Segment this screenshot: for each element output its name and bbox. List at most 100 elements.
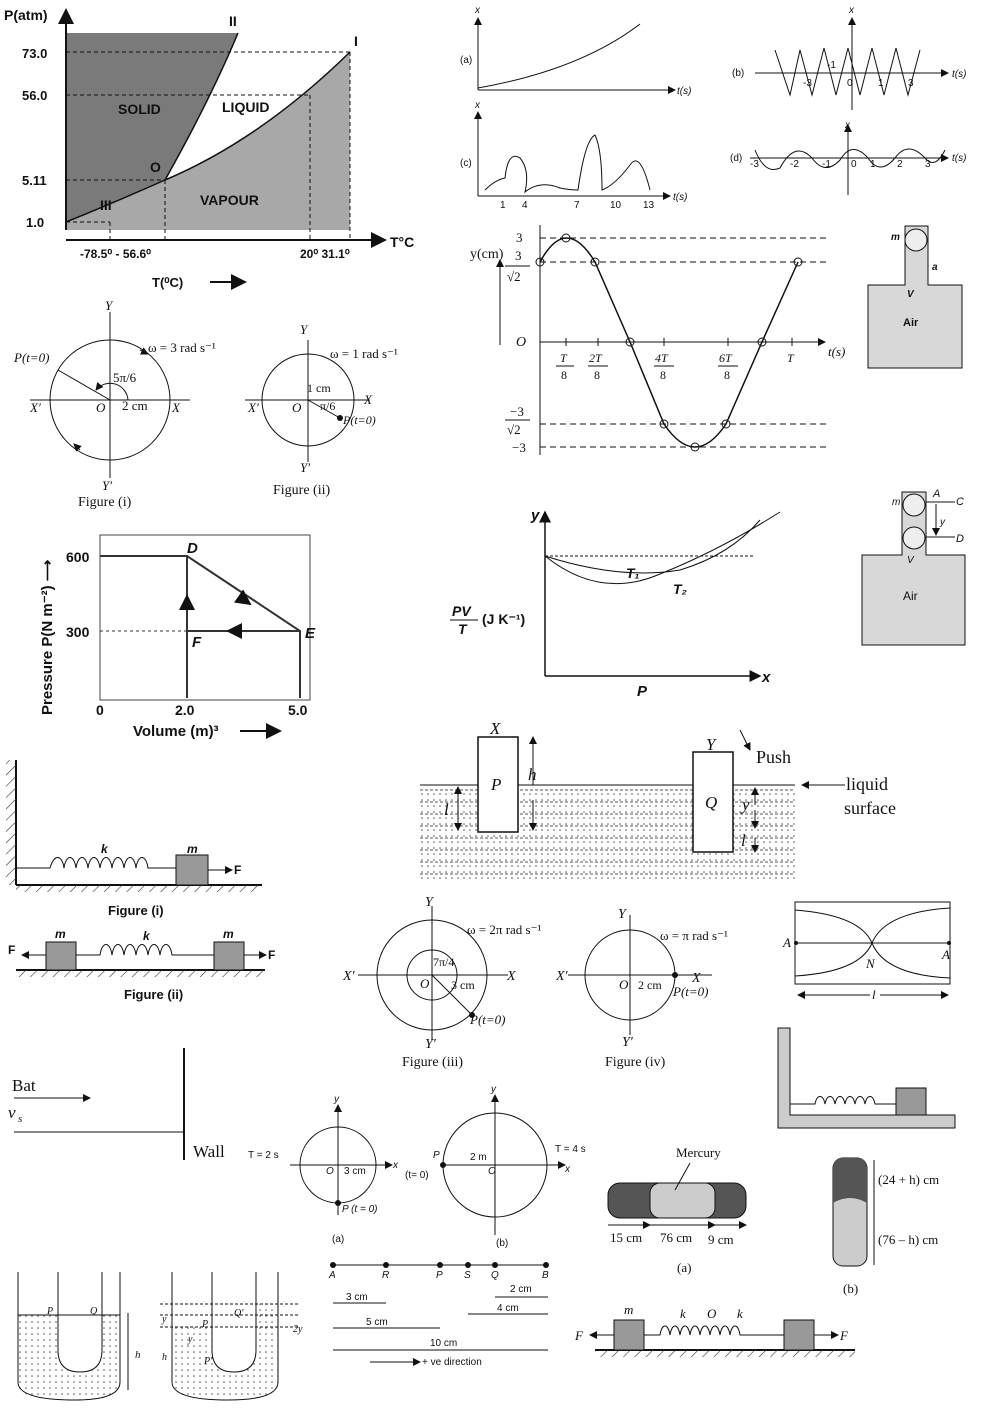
c2-omega: ω = 1 rad s⁻¹	[330, 346, 398, 361]
shm-y-axis: y(cm)	[470, 247, 504, 262]
pv-x-2: 2.0	[175, 702, 195, 718]
shm-tick-T8: T8	[556, 351, 574, 382]
merc-a: (a)	[677, 1260, 691, 1275]
u2-2y: 2y	[293, 1324, 303, 1335]
shm-neg-num: −3	[510, 404, 524, 419]
pvt-label-den: T	[458, 621, 468, 637]
u1-P: P	[46, 1306, 53, 1317]
c3-p: P(t=0)	[469, 1012, 505, 1027]
cb-r: 2 m	[470, 1152, 487, 1163]
c1-y: Y	[105, 298, 114, 313]
c2-o: O	[292, 400, 302, 415]
merc-d3: 9 cm	[708, 1232, 734, 1247]
air-vessel-2: m A C D y V Air	[861, 488, 966, 646]
c4-omega: ω = π rad s⁻¹	[660, 928, 728, 943]
bat-wall: Bat v s Wall	[8, 1048, 225, 1161]
bat-label: Bat	[12, 1076, 36, 1095]
u1-h: h	[135, 1349, 141, 1361]
t-tick-left: -78.5⁰ - 56.6⁰	[80, 247, 151, 261]
region-vapour: VAPOUR	[200, 192, 259, 208]
sp2-F1: F	[8, 943, 15, 957]
t1-air: Air	[903, 317, 919, 329]
c-tick-4: 4	[522, 200, 528, 211]
pv-y-600: 600	[66, 549, 90, 565]
float-push: Push	[756, 747, 791, 767]
d-t: t(s)	[952, 153, 966, 164]
ca-O: O	[326, 1166, 334, 1177]
pt-P: P	[436, 1270, 443, 1281]
t1-a: a	[932, 262, 938, 273]
c3-xp: X′	[342, 969, 356, 984]
t2-A: A	[932, 488, 940, 500]
sp1-m: m	[187, 842, 198, 856]
c-tick-13: 13	[643, 200, 655, 211]
a-x: x	[474, 5, 481, 16]
u-tubes: P Q h P Q′ P′ y y 2y h	[17, 1272, 303, 1401]
svg-text:8: 8	[594, 368, 600, 382]
cb-title: (b)	[496, 1238, 508, 1249]
sp2-F2: F	[268, 948, 275, 962]
shm-tick-6T8: 6T8	[718, 351, 738, 382]
float-l: l	[444, 800, 449, 819]
pt-S: S	[464, 1270, 471, 1281]
c3-angle: 7π/4	[433, 955, 454, 969]
d-tick-1: 1	[870, 159, 876, 170]
c4-o: O	[619, 977, 629, 992]
shm-plus3: 3	[516, 230, 523, 245]
circle-figure-i: Y Y′ X′ X O ω = 3 rad s⁻¹ P(t=0) 5π/6 2 …	[13, 298, 216, 510]
curve-III: III	[100, 197, 112, 213]
b-tick-n1: -1	[827, 60, 836, 71]
pv-y-300: 300	[66, 624, 90, 640]
ca-T: T = 2 s	[248, 1150, 279, 1161]
circle-small-a: T = 2 s O 3 cm x y P (t = 0) (a)	[248, 1094, 399, 1245]
c4-yp: Y′	[622, 1035, 634, 1050]
cb-T: T = 4 s	[555, 1144, 586, 1155]
p-tick-5-11: 5.11	[22, 173, 47, 188]
u2-P: P	[201, 1319, 208, 1330]
svg-text:4T: 4T	[655, 351, 669, 365]
ca-r: 3 cm	[344, 1166, 366, 1177]
float-y: y	[740, 795, 750, 814]
c3-title: Figure (iii)	[402, 1055, 463, 1070]
c2-yp: Y′	[300, 460, 310, 475]
t1-m: m	[891, 232, 900, 243]
phase-p-axis: P(atm)	[4, 7, 48, 23]
region-solid: SOLID	[118, 101, 161, 117]
d-tick-0: 0	[851, 159, 857, 170]
ca-title: (a)	[332, 1234, 344, 1245]
sp2-title: Figure (ii)	[124, 987, 183, 1002]
sp2-k: k	[143, 929, 151, 943]
t2-V: V	[907, 555, 915, 566]
pv-D: D	[187, 540, 198, 557]
pv-y-axis: Pressure P(N m⁻²) ⟶	[39, 559, 56, 715]
d-5cm: 5 cm	[366, 1317, 388, 1328]
float-h: h	[528, 765, 537, 784]
c4-xp: X′	[555, 969, 569, 984]
c-x: x	[474, 100, 481, 111]
spring-figure-3: m k k O F F	[574, 1302, 855, 1357]
sp1-F: F	[234, 863, 241, 877]
float-Q: Q	[705, 793, 717, 812]
c3-radius: 3 cm	[451, 978, 475, 992]
wave-N: N	[865, 956, 876, 971]
triple-point-O: O	[150, 159, 161, 175]
motion-graph-b: (b) x t(s) -3 -1 0 1 3	[732, 5, 966, 110]
motion-graph-a: (a) x t(s)	[460, 5, 691, 97]
t2-C: C	[956, 496, 964, 508]
pt-Q: Q	[491, 1270, 499, 1281]
b-label: (b)	[732, 68, 744, 79]
shm-t-axis: t(s)	[828, 344, 845, 359]
u1-Q: Q	[90, 1306, 98, 1317]
c4-title: Figure (iv)	[605, 1055, 666, 1070]
shm-neg-den: √2	[507, 422, 521, 437]
phase-t-caption: T(⁰C)	[152, 275, 183, 290]
standing-wave: A A N l	[782, 901, 951, 1002]
d-3cm: 3 cm	[346, 1292, 368, 1303]
positive-direction: + ve direction	[422, 1357, 482, 1368]
shm-graph: y(cm) O t(s) 3 3 √2 −3 √2 −3 T8 2T8 4T8 …	[470, 225, 845, 455]
wave-A2: A	[941, 947, 950, 962]
pv-x-axis: Volume (m)³	[133, 723, 219, 740]
merc-d1: 15 cm	[610, 1230, 642, 1245]
b-tick-1: 1	[878, 78, 884, 89]
c4-radius: 2 cm	[638, 978, 662, 992]
